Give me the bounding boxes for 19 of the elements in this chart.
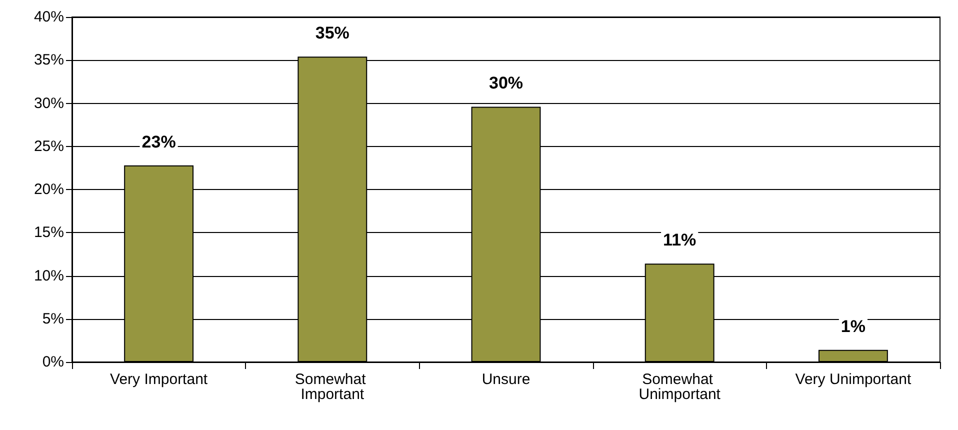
x-tick-label: Very Unimportant: [795, 371, 912, 388]
x-tick-label: Very Important: [110, 371, 208, 388]
data-label: 1%: [840, 316, 866, 336]
y-tick-label: 20%: [34, 181, 64, 198]
data-label: 35%: [315, 24, 350, 43]
data-label: 30%: [488, 74, 524, 93]
x-tick-label: Unsure: [482, 371, 530, 388]
x-tick-label: Somewhat Unimportant: [638, 371, 722, 403]
y-tick-label: 15%: [34, 224, 64, 242]
y-tick-label: 30%: [34, 94, 64, 112]
x-tick-label: Somewhat Important: [294, 371, 370, 403]
y-tick-label: 0%: [42, 354, 64, 370]
data-label: 23%: [142, 132, 176, 152]
y-tick-label: 40%: [34, 8, 64, 26]
y-tick-label: 5%: [42, 310, 64, 328]
y-tick-label: 25%: [34, 138, 64, 155]
data-label: 11%: [663, 230, 696, 250]
y-tick-label: 10%: [34, 267, 64, 284]
y-tick-label: 35%: [34, 52, 64, 69]
